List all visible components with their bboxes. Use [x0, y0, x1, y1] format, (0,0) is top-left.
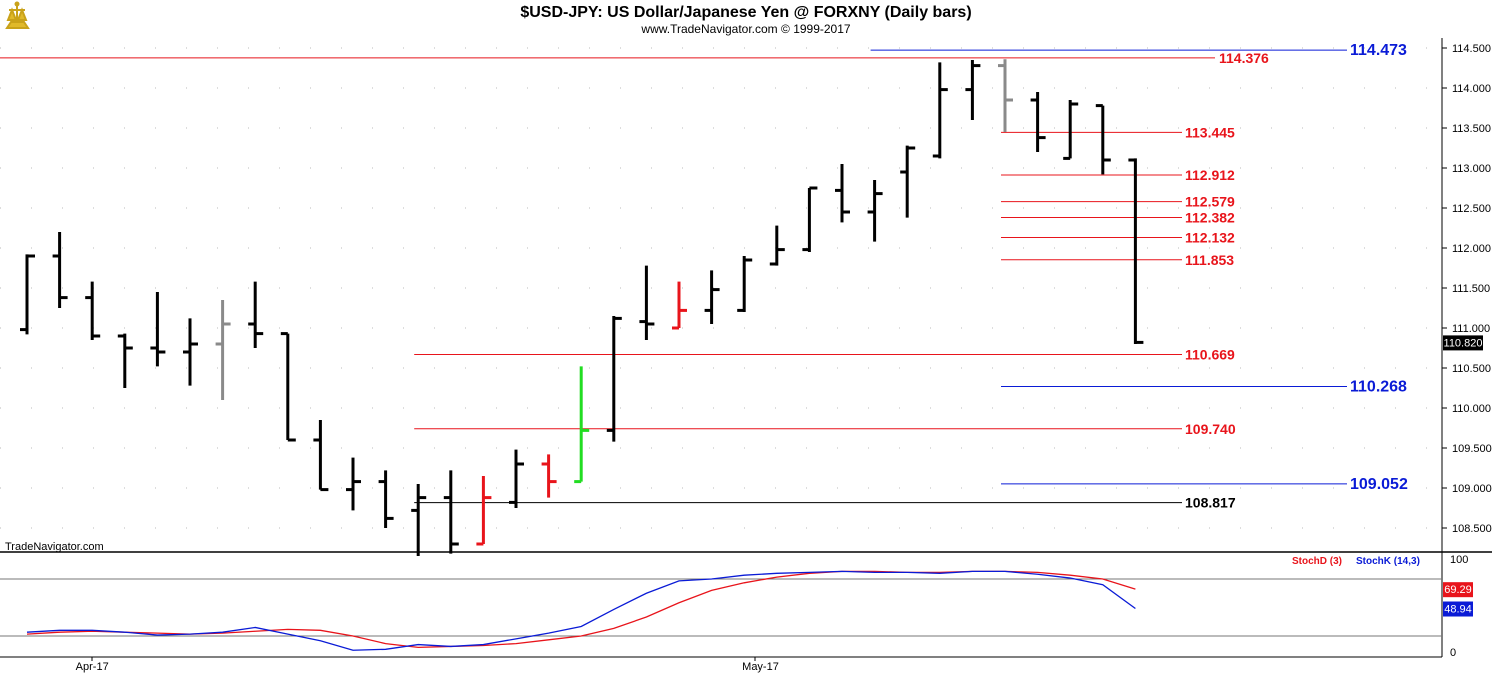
ohlc-bar [183, 318, 198, 386]
ohlc-bar [672, 281, 687, 330]
logo-icon [2, 0, 32, 34]
price-axis: 114.500 114.000 113.500 113.000 112.500 112.0… [1442, 43, 1492, 535]
stochd-value-badge: 69.29 [1443, 582, 1473, 598]
ohlc-bar [802, 186, 818, 252]
legend-stochk: StochK (14,3) [1356, 556, 1420, 567]
ohlc-bar [639, 265, 655, 340]
ohlc-bar [574, 366, 590, 484]
price-tick-label: 109.000 [1452, 483, 1492, 495]
ohlc-bar [313, 420, 329, 492]
x-label-apr: Apr-17 [76, 661, 109, 673]
ohlc-bar [769, 225, 785, 266]
price-panel: 114.473 114.376 113.445 112.912 112.579112.3… [0, 38, 1492, 657]
ohlc-bar [998, 59, 1013, 132]
level-label: 109.740 [1185, 421, 1236, 437]
price-tick-label: 113.500 [1452, 123, 1491, 135]
x-label-may: May-17 [742, 661, 779, 673]
price-tick-label: 112.000 [1452, 243, 1491, 255]
price-tick-label: 111.000 [1452, 323, 1490, 335]
price-tick-label: 110.500 [1452, 363, 1491, 375]
stoch-lines [26, 570, 1136, 651]
last-price-badge: 110.820 [1443, 335, 1483, 351]
ohlc-bar [346, 457, 361, 511]
ohlc-bar [541, 454, 557, 498]
price-tick-label: 109.500 [1452, 443, 1492, 455]
level-label: 114.376 [1219, 50, 1269, 66]
ohlc-bar [215, 300, 231, 400]
stochk-line [26, 570, 1136, 651]
price-tick-label: 112.500 [1452, 203, 1491, 215]
ohlc-bar [52, 232, 68, 308]
level-label: 114.473 [1350, 42, 1407, 59]
ohlc-bar [900, 145, 916, 218]
ohlc-bar [443, 470, 459, 554]
legend-stochd: StochD (3) [1292, 556, 1342, 567]
level-label: 112.132 [1185, 229, 1235, 245]
level-label: 113.445 [1185, 124, 1235, 140]
chart-subtitle: www.TradeNavigator.com © 1999-2017 [640, 22, 850, 36]
ohlc-bar [965, 60, 981, 120]
ohlc-bar [378, 470, 394, 528]
ohlc-bar [704, 270, 720, 324]
ohlc-bar [867, 180, 883, 242]
ohlc-bar [248, 281, 264, 348]
price-tick-label: 114.500 [1452, 43, 1491, 55]
ohlc-bar [1063, 100, 1079, 160]
ohlc-bar [835, 164, 850, 223]
ohlc-bar [476, 476, 492, 546]
ohlc-bar [737, 256, 753, 312]
level-label: 112.912 [1185, 167, 1235, 183]
stoch-grid [0, 578, 1442, 637]
ohlc-bar [280, 332, 296, 442]
ohlc-bar [509, 449, 524, 508]
price-tick-label: 111.500 [1452, 283, 1490, 295]
ohlc-bar [1030, 92, 1046, 152]
ohlc-bar [411, 484, 427, 556]
ohlc-bar [606, 316, 622, 442]
level-lines: 114.473 114.376 113.445 112.912 112.579112.3… [0, 42, 1408, 511]
level-label: 111.853 [1185, 252, 1234, 268]
level-label: 110.268 [1350, 379, 1407, 396]
level-label: 110.669 [1185, 346, 1235, 362]
level-label: 108.817 [1185, 495, 1236, 511]
price-tick-label: 110.000 [1452, 403, 1491, 415]
price-bars [20, 59, 1144, 556]
last-price-label: 110.820 [1444, 337, 1483, 349]
ohlc-bar [85, 281, 101, 340]
watermark: TradeNavigator.com [5, 541, 104, 553]
x-axis: Apr-17 May-17 [0, 656, 1442, 673]
ohlc-bar [932, 62, 948, 159]
level-label: 109.052 [1350, 476, 1408, 493]
stochk-value-badge: 48.94 [1443, 601, 1473, 617]
stochd-value: 69.29 [1444, 584, 1472, 596]
ohlc-bar [117, 333, 133, 388]
ohlc-bar [150, 292, 166, 367]
stochk-value: 48.94 [1444, 604, 1472, 616]
ohlc-bar [20, 254, 35, 335]
stoch-tick-0: 0 [1450, 647, 1456, 659]
stochastic-panel: StochD (3) StochK (14,3) 100 0 69.29 48.… [0, 554, 1473, 659]
ohlc-bar [1095, 104, 1111, 175]
ohlc-bar [1128, 158, 1144, 344]
price-tick-label: 113.000 [1452, 163, 1491, 175]
level-label: 112.579 [1185, 194, 1235, 210]
price-tick-label: 108.500 [1452, 523, 1492, 535]
price-tick-label: 114.000 [1452, 83, 1491, 95]
chart-title: $USD-JPY: US Dollar/Japanese Yen @ FORXN… [520, 4, 971, 21]
stoch-tick-100: 100 [1450, 554, 1468, 566]
level-label: 112.382 [1185, 209, 1235, 225]
